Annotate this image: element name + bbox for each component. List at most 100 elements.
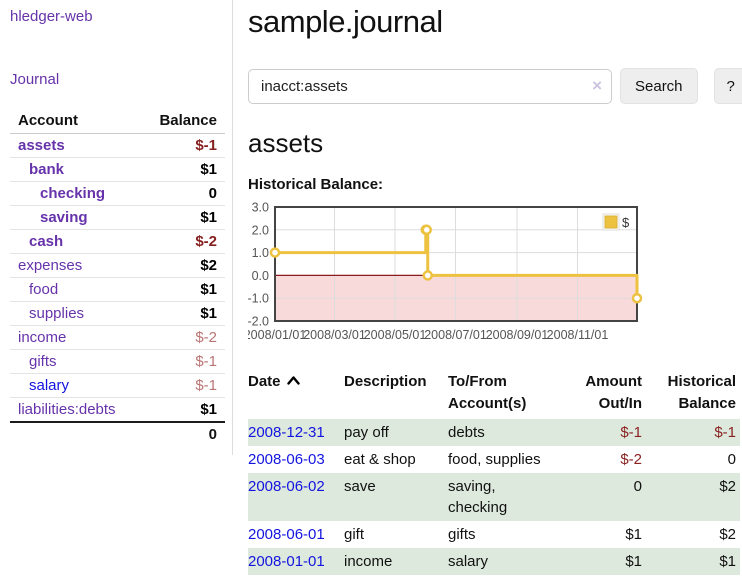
register-col-description: Description: [344, 373, 427, 390]
transaction-balance: $1: [719, 552, 736, 570]
account-row: cash $-2: [10, 229, 225, 254]
transaction-date-link[interactable]: 2008-06-02: [248, 477, 325, 495]
account-row: assets $-1: [10, 134, 225, 158]
accounts-table: Account Balance assets $-1 bank $1 checking 0…: [10, 109, 225, 446]
historical-balance-chart: $3.0 2.0 1.0 0.0 -1.0 -2.0 2008/01/01 2008/03/0…: [244, 201, 742, 353]
transaction-description: save: [344, 477, 376, 495]
accounts-col-balance: Balance: [136, 109, 225, 134]
account-row: gifts $-1: [10, 349, 225, 374]
transaction-balance: $2: [719, 477, 736, 495]
sidebar-account-link[interactable]: checking: [40, 185, 106, 202]
account-row: salary $-1: [10, 373, 225, 398]
transaction-accounts: salary: [448, 552, 489, 570]
account-balance: $1: [136, 277, 225, 302]
account-balance: $-1: [195, 137, 217, 154]
svg-text:2008/09/01: 2008/09/01: [486, 328, 549, 342]
svg-text:2008/03/01: 2008/03/01: [303, 328, 366, 342]
accounts-total-row: 0: [10, 421, 225, 446]
search-button[interactable]: Search: [620, 68, 698, 104]
account-row: supplies $1: [10, 301, 225, 326]
svg-text:0.0: 0.0: [252, 269, 269, 283]
sort-ascending-icon: [286, 376, 300, 385]
account-balance: $-1: [136, 373, 225, 398]
svg-text:-2.0: -2.0: [248, 315, 269, 329]
transaction-description: gift: [344, 525, 365, 543]
transaction-date-link[interactable]: 2008-06-01: [248, 525, 325, 543]
register-col-amount: Amount Out/In: [585, 373, 642, 412]
sidebar-account-link[interactable]: saving: [40, 209, 88, 226]
transaction-date-link[interactable]: 2008-06-03: [248, 450, 325, 468]
transaction-accounts: gifts: [448, 525, 476, 543]
transaction-date-link[interactable]: 2008-12-31: [248, 423, 325, 441]
help-button[interactable]: ?: [713, 68, 742, 104]
register-row: 2008-06-01 gift gifts $1 $2: [248, 521, 740, 548]
svg-text:-1.0: -1.0: [248, 292, 269, 306]
sidebar-account-link[interactable]: supplies: [29, 305, 85, 322]
svg-text:2008/07/01: 2008/07/01: [424, 328, 487, 342]
transaction-amount: 0: [633, 477, 642, 495]
account-balance: $1: [136, 205, 225, 230]
sidebar-account-link[interactable]: income: [18, 329, 67, 346]
svg-text:2.0: 2.0: [252, 223, 269, 237]
account-row: liabilities:debts $1: [10, 397, 225, 422]
register-row: 2008-06-03 eat & shop food, supplies $-2 0: [248, 446, 740, 473]
transaction-description: income: [344, 552, 393, 570]
accounts-col-account: Account: [10, 109, 137, 134]
transaction-amount: $1: [625, 552, 642, 570]
transaction-amount: $-1: [620, 423, 642, 441]
page-title: sample.journal: [248, 4, 443, 39]
account-row: food $1: [10, 277, 225, 302]
chart-canvas: $3.0 2.0 1.0 0.0 -1.0 -2.02008/01/012008/03/0…: [244, 201, 643, 342]
account-row: income $-2: [10, 325, 225, 350]
search-input-wrap: ×: [248, 68, 612, 104]
account-balance: $-2: [136, 229, 225, 254]
sidebar-item-journal[interactable]: Journal: [10, 71, 60, 88]
register-row: 2008-06-02 save saving, checking 0 $2: [248, 472, 740, 521]
sidebar-account-link[interactable]: cash: [29, 233, 64, 250]
transaction-date-link[interactable]: 2008-01-01: [248, 552, 325, 570]
search-input[interactable]: [248, 68, 612, 104]
svg-text:3.0: 3.0: [252, 202, 269, 215]
search-form: × Search ?: [248, 68, 742, 104]
sidebar-account-link[interactable]: salary: [29, 377, 70, 394]
account-balance: $-2: [136, 325, 225, 350]
account-balance: $2: [136, 253, 225, 278]
account-balance: $1: [136, 301, 225, 326]
svg-text:2008/11/01: 2008/11/01: [547, 328, 609, 342]
register-col-date[interactable]: Date: [248, 369, 344, 419]
register-table: Date Description To/From Account(s) Amou…: [248, 369, 740, 575]
accounts-total-value: 0: [136, 421, 225, 446]
transaction-amount: $-2: [620, 450, 642, 468]
account-row: checking 0: [10, 181, 225, 206]
svg-text:1.0: 1.0: [252, 246, 269, 260]
sidebar-account-link[interactable]: expenses: [18, 257, 83, 274]
account-balance: $1: [136, 397, 225, 422]
sidebar-account-link[interactable]: assets: [18, 137, 65, 154]
register-row: 2008-12-31 pay off debts $-1 $-1: [248, 418, 740, 446]
account-balance: $1: [136, 157, 225, 182]
account-balance: 0: [136, 181, 225, 206]
clear-search-icon[interactable]: ×: [592, 75, 602, 95]
register-rows: 2008-12-31 pay off debts $-1 $-1 2008-06-03 ea…: [248, 418, 740, 575]
main-content: sample.journal × Search ? assets Histori…: [233, 0, 742, 575]
svg-text:$: $: [622, 215, 630, 230]
register-col-accounts: To/From Account(s): [448, 373, 527, 412]
sidebar-account-link[interactable]: gifts: [29, 353, 57, 370]
sidebar-account-link[interactable]: liabilities:debts: [18, 401, 116, 418]
svg-text:2008/05/01: 2008/05/01: [364, 328, 427, 342]
svg-text:2008/01/01: 2008/01/01: [248, 328, 306, 342]
register-row: 2008-01-01 income salary $1 $1: [248, 547, 740, 575]
account-heading: assets: [248, 128, 324, 158]
sidebar-account-link[interactable]: bank: [29, 161, 65, 178]
register-col-balance: Historical Balance: [667, 373, 736, 412]
transaction-balance: 0: [727, 450, 736, 468]
transaction-accounts: food, supplies: [448, 450, 541, 468]
transaction-accounts: saving, checking: [448, 477, 508, 516]
transaction-balance: $2: [719, 525, 736, 543]
brand-link[interactable]: hledger-web: [10, 8, 93, 25]
account-row: bank $1: [10, 157, 225, 182]
transaction-accounts: debts: [448, 423, 485, 441]
sidebar-account-link[interactable]: food: [29, 281, 59, 298]
account-row: expenses $2: [10, 253, 225, 278]
